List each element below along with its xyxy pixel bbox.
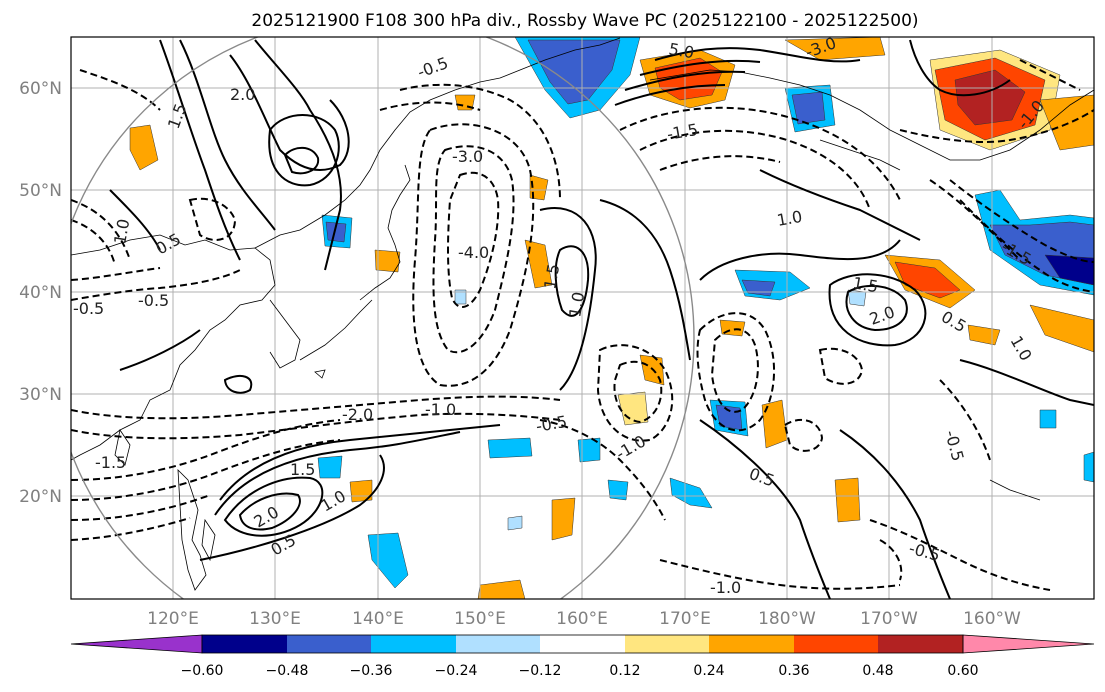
shade-negative: [791, 91, 826, 125]
contour-label-positive: 1.5: [540, 262, 563, 290]
shade-negative: [669, 477, 713, 509]
colorbar-tick-label: −0.12: [519, 663, 562, 679]
shade-negative: [1083, 451, 1094, 483]
shade-positive: [784, 37, 886, 61]
lon-tick-label: 140°E: [352, 609, 404, 629]
colorbar-tick-label: −0.24: [435, 663, 478, 679]
colorbar-tick-label: −0.36: [350, 663, 393, 679]
colorbar-segment: [540, 635, 625, 653]
contour-label-negative: -3.0: [452, 147, 483, 166]
colorbar-tick-label: 0.60: [947, 663, 978, 679]
figure-title: 2025121900 F108 300 hPa div., Rossby Wav…: [251, 11, 918, 31]
shade-negative: [1039, 409, 1057, 429]
shade-positive: [617, 391, 649, 426]
shade-negative: [507, 515, 523, 531]
shade-negative: [1044, 254, 1094, 286]
lat-tick-label: 60°N: [19, 79, 62, 99]
colorbar-tick-label: 0.24: [693, 663, 724, 679]
shade-positive: [551, 497, 576, 541]
lon-tick-label: 160°W: [963, 609, 1021, 629]
contour-label-positive: 1.5: [290, 460, 315, 479]
shade-negative: [325, 221, 347, 243]
colorbar-segment: [202, 635, 287, 653]
contour-label-positive: 5.0: [667, 39, 695, 62]
colorbar-segment: [625, 635, 709, 653]
shade-positive: [1039, 94, 1094, 151]
shade-positive: [374, 249, 401, 273]
shade-negative: [454, 289, 467, 305]
contour-label-positive: 1.0: [110, 217, 133, 245]
colorbar-segment: [456, 635, 540, 653]
contour-labels: 2.0 1.5 1.0 0.5 2.0 1.5 1.0 0.5 1.0 1.5 …: [73, 37, 1048, 597]
contour-label-negative: -4.0: [458, 243, 489, 262]
colorbar-frame: [201, 634, 964, 654]
lat-tick-label: 40°N: [19, 283, 62, 303]
longitude-ticks: 120°E 130°E 140°E 150°E 160°E 170°E 180°…: [147, 609, 1021, 629]
lat-tick-label: 30°N: [19, 385, 62, 405]
lon-tick-label: 170°E: [659, 609, 711, 629]
shade-positive: [524, 239, 553, 289]
shade-negative: [317, 455, 343, 479]
lon-tick-label: 130°E: [249, 609, 301, 629]
shading-layer: [129, 37, 1094, 599]
colorbar-segment: [794, 635, 878, 653]
gridlines: [71, 37, 1094, 599]
contour-label-negative: -1.5: [95, 453, 126, 472]
region-highlight-circle: [71, 37, 695, 599]
shade-positive: [477, 579, 526, 599]
shade-positive: [894, 261, 961, 299]
shade-positive: [834, 477, 861, 523]
shade-negative: [607, 479, 629, 501]
lon-tick-label: 160°E: [556, 609, 608, 629]
contour-label-negative: -0.5: [73, 299, 104, 318]
colorbar-segment: [371, 635, 456, 653]
lon-tick-label: 120°E: [147, 609, 199, 629]
map-area: 2.0 1.5 1.0 0.5 2.0 1.5 1.0 0.5 1.0 1.5 …: [71, 37, 1094, 599]
contour-label-positive: 2.0: [230, 85, 255, 104]
lat-tick-label: 20°N: [19, 487, 62, 507]
contour-label-negative: -1.0: [710, 578, 741, 597]
shade-negative: [847, 289, 867, 307]
shade-positive: [719, 319, 746, 337]
lon-tick-label: 170°W: [860, 609, 918, 629]
colorbar: −0.60 −0.48 −0.36 −0.24 −0.12 0.12 0.24 …: [70, 634, 1095, 679]
colorbar-tick-label: −0.60: [181, 663, 224, 679]
contour-label-negative: -1.0: [425, 400, 456, 419]
contour-label-positive: 1.0: [775, 207, 803, 230]
lon-tick-label: 150°E: [454, 609, 506, 629]
colorbar-tick-label: 0.12: [609, 663, 640, 679]
map-frame: [70, 36, 1095, 600]
contour-label-positive: 1.5: [851, 273, 879, 296]
positive-contours: [109, 39, 1094, 599]
colorbar-segment: [287, 635, 371, 653]
colorbar-extend-min: [70, 634, 203, 654]
lon-tick-label: 180°W: [758, 609, 816, 629]
latitude-ticks: 60°N 50°N 40°N 30°N 20°N: [19, 79, 62, 507]
colorbar-extend-max: [962, 634, 1095, 654]
colorbar-tick-label: 0.48: [862, 663, 893, 679]
shade-positive: [954, 69, 1026, 126]
negative-contours: [71, 59, 1094, 591]
colorbar-tick-label: 0.36: [778, 663, 809, 679]
shade-negative: [487, 437, 533, 459]
colorbar-segment: [878, 635, 963, 653]
shade-positive: [129, 124, 159, 171]
contour-label-negative: -2.0: [342, 405, 373, 424]
colorbar-tick-label: −0.48: [266, 663, 309, 679]
contour-label-positive: 1.0: [565, 290, 588, 318]
contour-label-negative: -0.5: [138, 291, 169, 310]
colorbar-segment: [709, 635, 794, 653]
shade-positive: [1029, 304, 1094, 353]
lat-tick-label: 50°N: [19, 181, 62, 201]
